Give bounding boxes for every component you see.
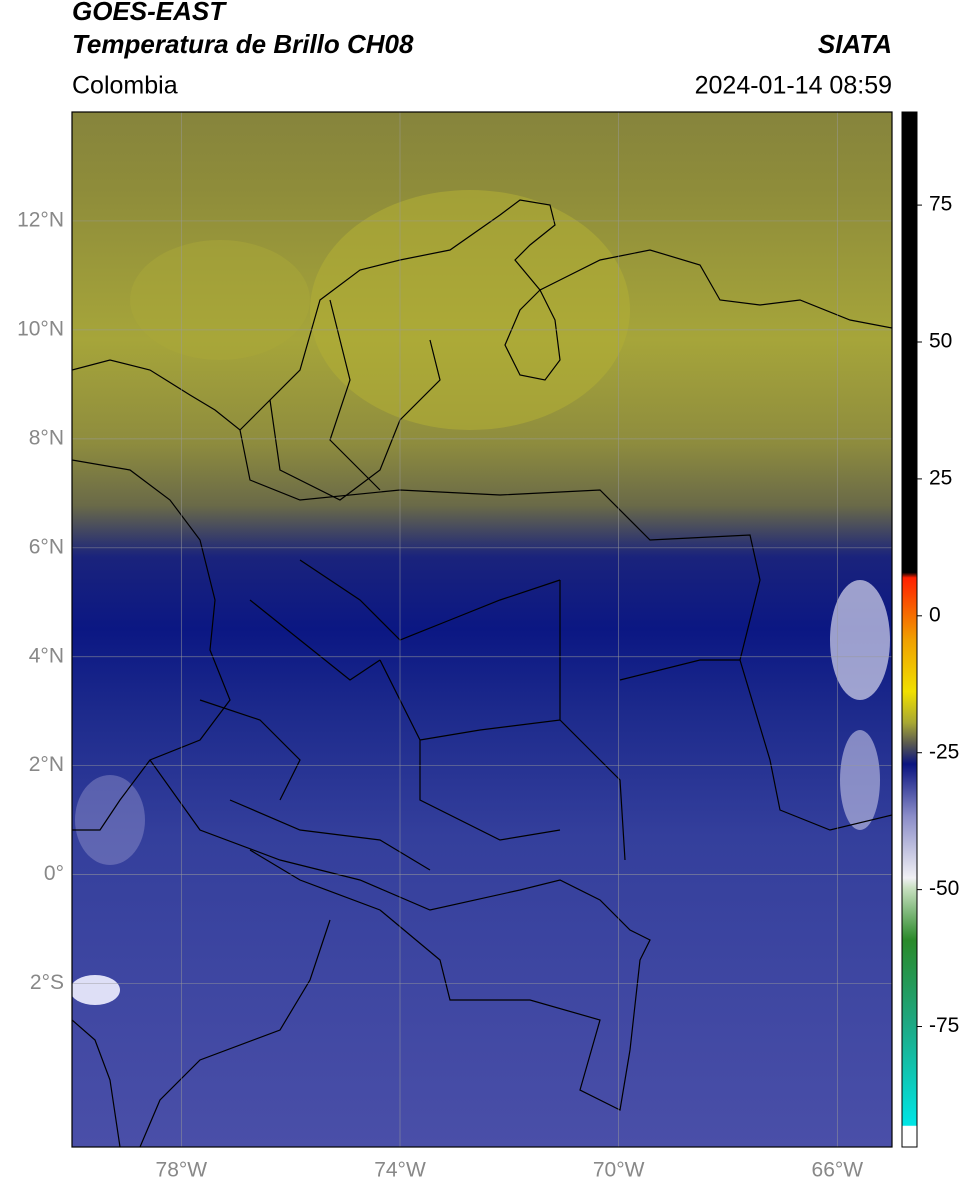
lon-tick-label: 66°W (812, 1159, 864, 1182)
internal-border (199, 299, 561, 871)
lat-tick-label: 2°N (29, 753, 64, 776)
timestamp: 2024-01-14 08:59 (695, 72, 892, 100)
cold-cloud (72, 975, 120, 1005)
warm-area (130, 240, 310, 360)
coastline (72, 459, 231, 831)
colorbar-tick-label: 0 (929, 603, 941, 626)
colorbar-tick-label: -25 (929, 740, 959, 763)
lon-tick-label: 78°W (156, 1159, 208, 1182)
country-border (239, 429, 892, 831)
map-image (72, 112, 892, 1147)
colorbar (901, 111, 918, 1148)
coastline (72, 919, 331, 1147)
lat-tick-label: 4°N (29, 644, 64, 667)
lat-tick-label: 0° (44, 862, 64, 885)
warm-area (310, 190, 630, 430)
cold-cloud (830, 580, 890, 700)
lat-tick-label: 8°N (29, 426, 64, 449)
map-frame (71, 111, 893, 1148)
colorbar-tick-label: -75 (929, 1014, 959, 1037)
colorbar-tick-label: 75 (929, 193, 952, 216)
lat-tick-label: 2°S (30, 971, 64, 994)
product: Temperatura de Brillo CH08 (72, 29, 414, 59)
colorbar-tick-label: -50 (929, 877, 959, 900)
lat-tick-label: 12°N (17, 208, 64, 231)
lat-tick-label: 10°N (17, 317, 64, 340)
coastline (504, 288, 561, 381)
country-border (379, 580, 740, 861)
organization: SIATA (818, 29, 892, 59)
region: Colombia (72, 72, 178, 100)
cold-cloud (840, 730, 880, 830)
lat-tick-label: 6°N (29, 535, 64, 558)
colorbar-ticks: 75 50 25 0 -25 -50 -75 (917, 193, 959, 1037)
graticule (72, 112, 892, 1147)
title: GOES-EAST (72, 0, 227, 26)
country-border (149, 759, 651, 1111)
colorbar-tick-label: 50 (929, 330, 952, 353)
cold-cloud (75, 775, 145, 865)
lon-tick-label: 74°W (374, 1159, 426, 1182)
coastline (72, 199, 892, 431)
colorbar-tick-label: 25 (929, 466, 952, 489)
lon-tick-label: 70°W (593, 1159, 645, 1182)
